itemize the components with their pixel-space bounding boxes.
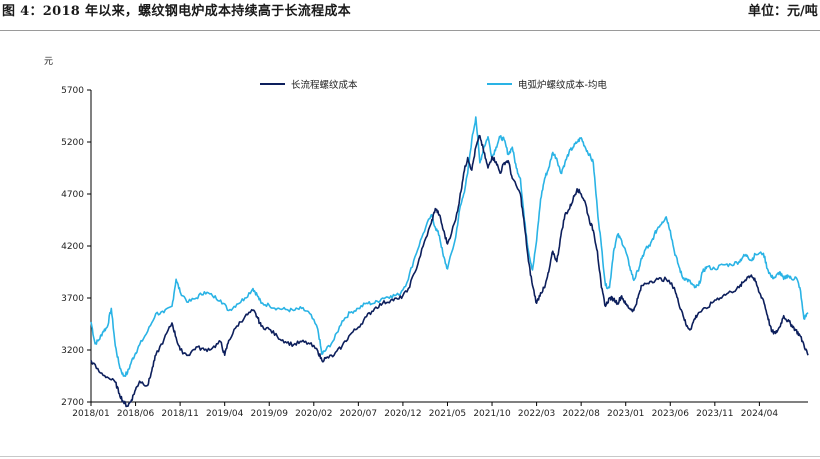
y-tick-label: 3200	[61, 346, 84, 356]
x-tick-label: 2018/01	[72, 409, 109, 419]
x-tick-label: 2023/06	[652, 409, 690, 419]
y-tick-label: 4700	[61, 190, 84, 200]
legend-label-electric-arc: 电弧炉螺纹成本-均电	[518, 79, 607, 91]
x-tick-label: 2019/09	[251, 409, 289, 419]
x-tick-label: 2018/06	[117, 409, 155, 419]
series-line-electric-arc	[90, 116, 809, 377]
legend-label-long-process: 长流程螺纹成本	[291, 79, 358, 91]
y-tick-label: 4200	[61, 242, 84, 252]
y-axis: 2700 3200 3700 4200 4700 5200 5700	[61, 86, 92, 408]
x-tick-label: 2023/01	[607, 409, 644, 419]
unit-label: 单位：元/吨	[748, 4, 818, 19]
x-tick-label: 2024/04	[741, 409, 779, 419]
x-tick-label: 2020/12	[384, 409, 421, 419]
y-tick-label: 5700	[61, 86, 84, 96]
figure-title: 图 4：2018 年以来，螺纹钢电炉成本持续高于长流程成本	[2, 4, 351, 19]
x-tick-label: 2018/11	[161, 409, 198, 419]
y-tick-label: 2700	[61, 398, 84, 408]
x-tick-label: 2021/05	[429, 409, 466, 419]
x-axis: 2018/01 2018/06 2018/11 2019/04 2019/09 2020/…	[72, 401, 808, 419]
x-tick-label: 2021/10	[473, 409, 511, 419]
x-tick-label: 2020/02	[295, 409, 332, 419]
figure-header: 图 4：2018 年以来，螺纹钢电炉成本持续高于长流程成本 单位：元/吨	[0, 0, 820, 31]
series-lines	[90, 116, 809, 408]
y-tick-label: 5200	[61, 138, 84, 148]
y-tick-label: 3700	[61, 294, 84, 304]
series-line-long-process	[90, 134, 809, 408]
legend: 长流程螺纹成本 电弧炉螺纹成本-均电	[260, 79, 607, 91]
x-tick-label: 2022/08	[562, 409, 600, 419]
x-tick-label: 2022/03	[518, 409, 555, 419]
bottom-divider	[0, 456, 820, 457]
y-axis-unit-label: 元	[44, 57, 53, 67]
x-tick-label: 2019/04	[206, 409, 244, 419]
x-tick-label: 2023/11	[696, 409, 733, 419]
x-tick-label: 2020/07	[340, 409, 377, 419]
